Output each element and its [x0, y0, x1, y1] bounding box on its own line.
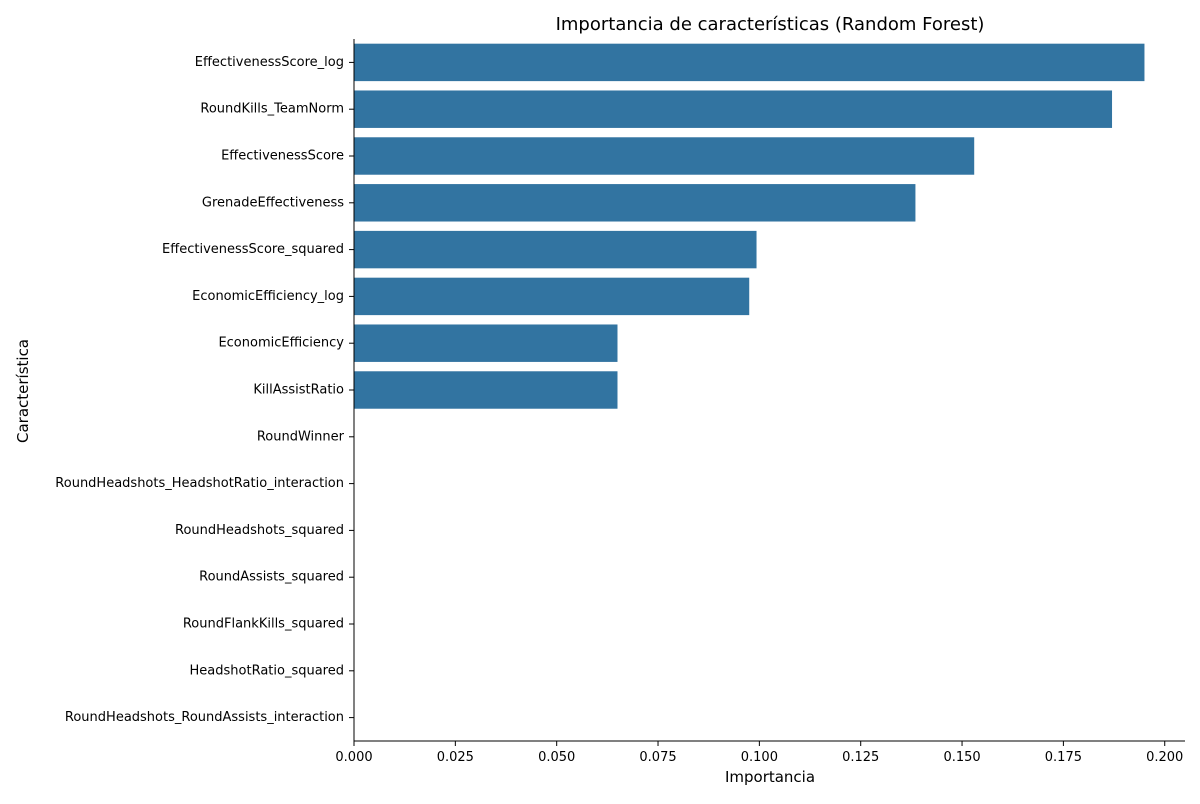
- chart-title: Importancia de características (Random F…: [556, 14, 985, 35]
- y-tick-label: RoundWinner: [257, 429, 345, 444]
- x-tick-label: 0.025: [437, 750, 474, 765]
- y-tick-label: EffectivenessScore_log: [195, 55, 344, 70]
- x-tick-label: 0.000: [335, 750, 372, 765]
- x-tick-label: 0.075: [639, 750, 676, 765]
- bar-EffectivenessScore: [354, 137, 975, 175]
- y-tick-label: RoundFlankKills_squared: [183, 617, 344, 632]
- x-tick-label: 0.200: [1146, 750, 1183, 765]
- y-tick-label: RoundKills_TeamNorm: [200, 102, 344, 117]
- bar-RoundKills_TeamNorm: [354, 90, 1113, 128]
- y-tick-label: RoundHeadshots_RoundAssists_interaction: [65, 710, 344, 725]
- y-tick-label: EconomicEfficiency: [218, 336, 344, 351]
- bar-EconomicEfficiency: [354, 324, 618, 362]
- y-tick-label: RoundAssists_squared: [199, 570, 344, 585]
- bar-GrenadeEffectiveness: [354, 184, 916, 222]
- y-tick-labels: EffectivenessScore_log RoundKills_TeamNor…: [55, 55, 354, 725]
- y-tick-label: EffectivenessScore: [221, 149, 344, 164]
- x-tick-label: 0.050: [538, 750, 575, 765]
- y-tick-label: RoundHeadshots_squared: [175, 523, 344, 538]
- y-tick-label: RoundHeadshots_HeadshotRatio_interaction: [55, 476, 344, 491]
- bar-EconomicEfficiency_log: [354, 277, 750, 316]
- bar-KillAssistRatio: [354, 371, 618, 409]
- x-tick-label: 0.150: [943, 750, 980, 765]
- x-axis-label: Importancia: [725, 768, 815, 786]
- bars-group: [354, 43, 1145, 409]
- x-tick-label: 0.175: [1045, 750, 1082, 765]
- bar-EffectivenessScore_squared: [354, 230, 757, 269]
- x-tick-label: 0.125: [842, 750, 879, 765]
- bar-EffectivenessScore_log: [354, 43, 1145, 82]
- y-tick-label: HeadshotRatio_squared: [190, 663, 344, 678]
- y-tick-label: EconomicEfficiency_log: [192, 289, 344, 304]
- y-axis-label: Característica: [14, 339, 32, 443]
- axes-spines: [353, 39, 1185, 742]
- y-tick-label: GrenadeEffectiveness: [202, 195, 344, 210]
- x-ticks: 0.000 0.025 0.050 0.075 0.100 0.125 0.150 0.175…: [335, 741, 1183, 765]
- x-tick-label: 0.100: [741, 750, 778, 765]
- y-tick-label: KillAssistRatio: [253, 383, 344, 398]
- y-tick-label: EffectivenessScore_squared: [162, 242, 344, 257]
